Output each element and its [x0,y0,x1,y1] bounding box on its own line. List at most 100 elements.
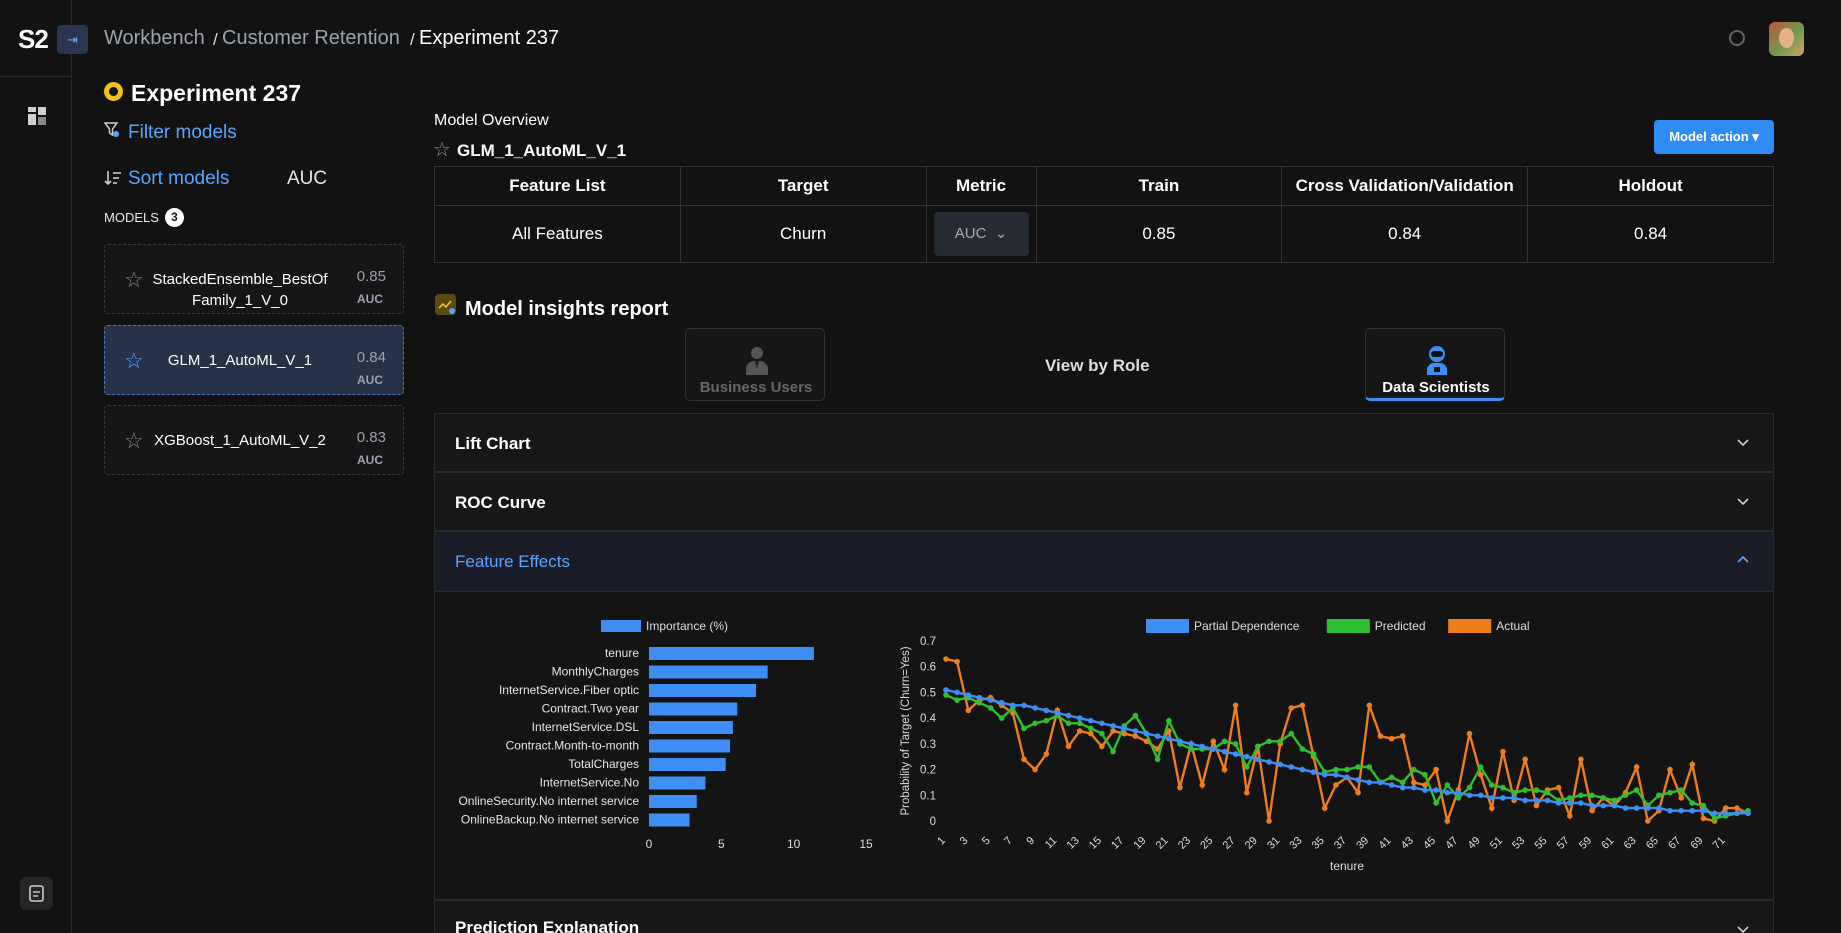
star-icon[interactable]: ☆ [433,139,451,161]
cell-feature-list: All Features [434,205,681,263]
role-label: Business Users [699,379,813,396]
data-point [1511,789,1517,796]
data-point [1711,810,1718,817]
x-axis-label: tenure [1330,859,1364,873]
data-point [987,705,994,711]
avatar[interactable] [1769,22,1804,56]
legend-swatch [1146,619,1189,633]
data-point [1422,771,1428,778]
legend-label: Actual [1496,619,1529,633]
x-tick-label: 9 [1024,835,1037,848]
chevron-down-icon [1737,439,1749,447]
category-label: TotalCharges [568,757,639,771]
y-tick-label: 0.5 [920,687,936,699]
accordion-lift-chart[interactable]: Lift Chart [434,413,1774,472]
model-card-xgboost[interactable]: ☆ XGBoost_1_AutoML_V_2 0.83 AUC [104,405,404,475]
dashboard-grid-icon[interactable] [28,107,46,125]
app-logo[interactable]: S2 [18,24,49,54]
model-action-button[interactable]: Model action ▾ [1654,120,1774,154]
star-icon[interactable]: ☆ [124,428,144,453]
x-tick-label: 67 [1666,835,1683,852]
importance-bar [649,739,731,753]
x-tick-label: 59 [1577,835,1594,852]
data-point [1388,735,1395,742]
model-score: 0.83 [356,429,386,446]
data-point [1199,743,1205,750]
x-tick-label: 23 [1176,835,1193,852]
data-point [1411,784,1417,791]
sort-models-link[interactable]: Sort models [128,168,230,189]
data-point [1299,766,1306,773]
star-icon[interactable]: ☆ [124,267,144,292]
data-point [1043,707,1050,714]
accordion-feature-effects[interactable]: Feature Effects [434,531,1774,592]
data-point [1177,784,1183,791]
notes-button[interactable] [20,877,53,910]
metric-select[interactable]: AUC ⌄ [933,212,1029,256]
data-point [1411,779,1417,786]
data-point [1310,769,1317,775]
data-point [1321,805,1328,811]
data-point [1578,800,1584,806]
data-point [1355,777,1361,783]
x-tick-label: 57 [1555,835,1572,852]
y-tick-label: 0.6 [920,662,936,674]
data-point [998,699,1005,706]
search-icon[interactable] [1729,30,1745,46]
importance-bar [649,702,738,716]
data-point [1032,720,1038,727]
data-point [1678,795,1684,801]
sort-icon[interactable] [104,169,122,187]
x-tick-label: 55 [1532,835,1549,852]
accordion-roc-curve[interactable]: ROC Curve [434,472,1774,531]
x-tick-label: 10 [787,837,801,851]
data-point [1622,792,1629,799]
sort-metric-value[interactable]: AUC [287,168,328,189]
header-train: Train [1035,166,1283,206]
data-point [1065,743,1072,750]
x-tick-label: 19 [1131,835,1148,852]
data-point [1600,795,1606,801]
cell-cv: 0.84 [1281,205,1529,263]
data-point [1433,787,1439,793]
data-point [1366,779,1373,786]
star-icon[interactable]: ☆ [124,348,144,373]
data-point [1489,795,1495,801]
breadcrumb-workbench[interactable]: Workbench [104,27,205,49]
data-point [1143,738,1150,745]
header-feature-list: Feature List [434,166,681,206]
data-point [1667,807,1673,814]
data-point [1377,733,1384,739]
legend-label: Partial Dependence [1194,619,1300,633]
data-point [1076,720,1083,727]
breadcrumb-customer-retention[interactable]: Customer Retention [222,27,400,49]
data-point [1333,766,1339,773]
insights-report-title: Model insights report [465,298,669,320]
legend-swatch [601,620,641,632]
role-data-scientists[interactable]: Data Scientists [1365,328,1505,401]
filter-icon[interactable] [104,121,120,139]
expand-sidebar-button[interactable]: ⇥ [57,25,88,54]
role-business-users[interactable]: Business Users [685,328,825,401]
data-point [1277,738,1283,745]
data-point [1500,784,1506,791]
data-point [987,697,994,703]
data-point [1466,784,1473,791]
data-point [1500,795,1506,801]
x-tick-label: 69 [1688,835,1705,852]
data-point [1411,766,1417,773]
x-tick-label: 3 [958,835,971,848]
category-label: MonthlyCharges [552,665,639,679]
cell-train: 0.85 [1035,205,1283,263]
x-tick-label: 5 [980,835,993,848]
model-card-glm[interactable]: ☆ GLM_1_AutoML_V_1 0.84 AUC [104,325,404,395]
x-tick-label: 13 [1065,835,1082,852]
data-point [1589,807,1595,814]
data-point [1121,725,1127,732]
filter-models-link[interactable]: Filter models [128,122,237,143]
data-point [1700,802,1707,809]
model-card-stacked-ensemble[interactable]: ☆ StackedEnsemble_BestOfFamily_1_V_0 0.8… [104,244,404,314]
x-tick-label: 61 [1599,835,1616,852]
data-point [965,707,972,714]
accordion-prediction-explanation[interactable]: Prediction Explanation [434,900,1774,933]
